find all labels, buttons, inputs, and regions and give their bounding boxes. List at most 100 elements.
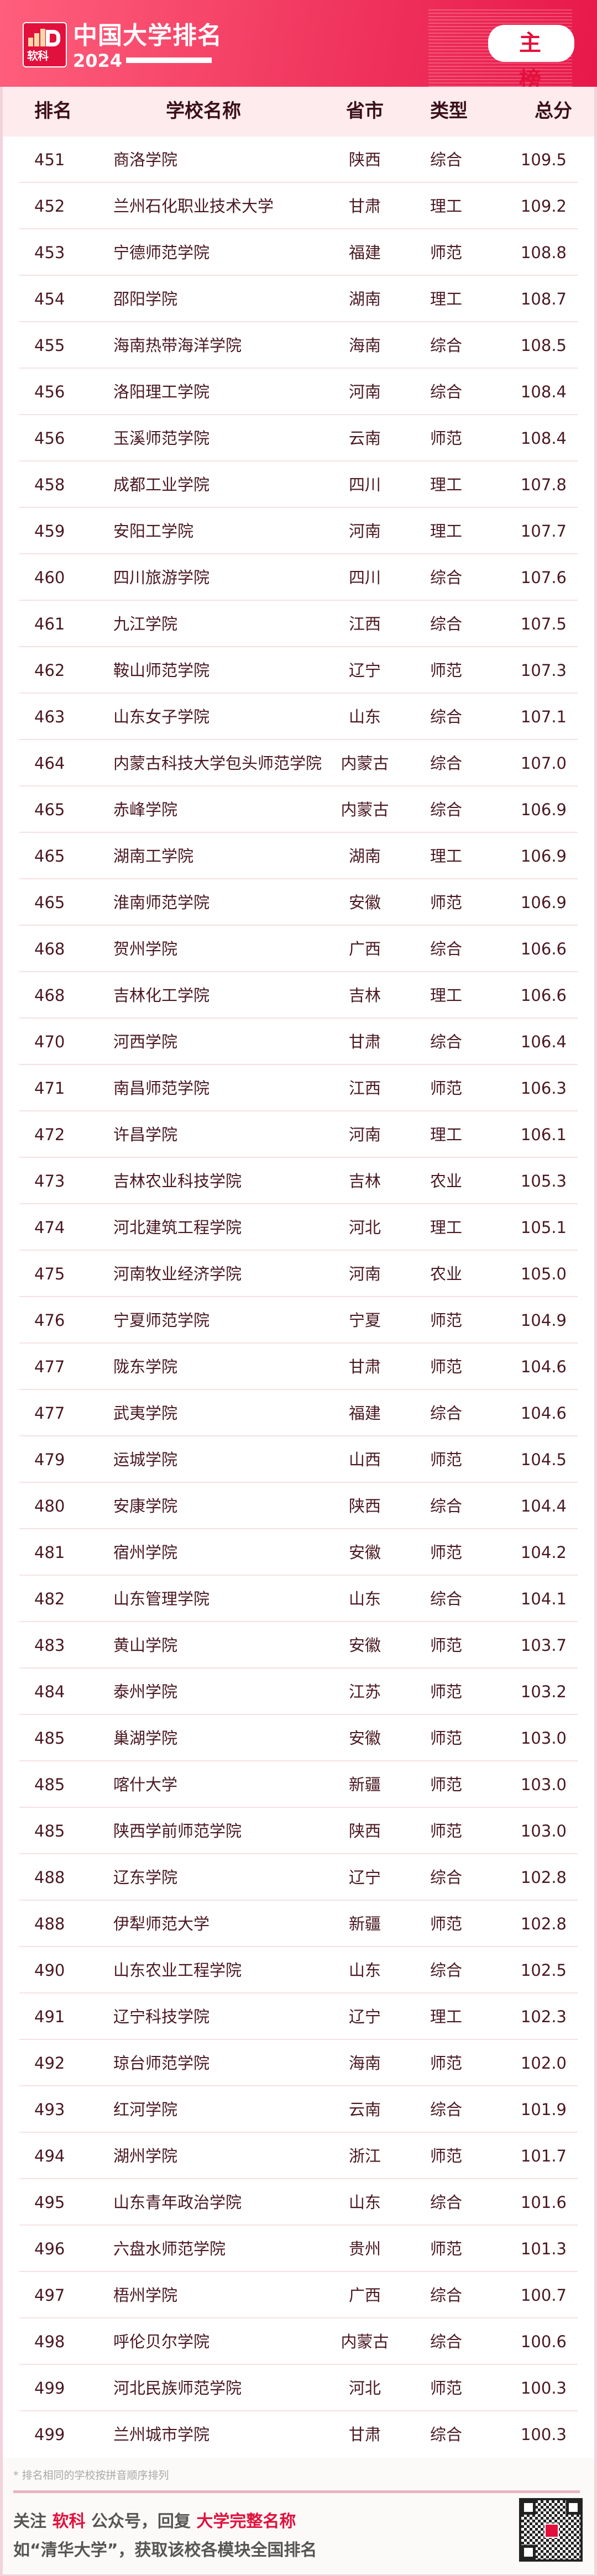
- cell-province: 河北: [348, 2379, 381, 2397]
- cell-province: 福建: [348, 243, 381, 262]
- table-row: 456 玉溪师范学院 云南 师范 108.4: [3, 415, 594, 461]
- cell-type: 农业: [430, 1172, 463, 1190]
- cell-rank: 488: [34, 1914, 65, 1933]
- cell-school-name: 喀什大学: [113, 1775, 178, 1794]
- cell-rank: 463: [34, 707, 65, 726]
- cell-type: 师范: [430, 2147, 463, 2165]
- cell-province: 湖南: [348, 290, 381, 308]
- cell-rank: 452: [34, 197, 65, 216]
- cell-rank: 476: [34, 1311, 65, 1330]
- cell-province: 陕西: [348, 150, 381, 169]
- cell-rank: 494: [34, 2147, 65, 2165]
- cell-rank: 455: [34, 336, 65, 355]
- cell-rank: 465: [34, 893, 65, 912]
- cell-province: 福建: [348, 1404, 381, 1423]
- table-row: 455 海南热带海洋学院 海南 综合 108.5: [3, 322, 594, 369]
- cell-province: 浙江: [348, 2147, 381, 2165]
- cell-school-name: 贺州学院: [113, 940, 178, 958]
- table-row: 459 安阳工学院 河南 理工 107.7: [3, 508, 594, 554]
- cell-province: 甘肃: [348, 2425, 381, 2444]
- table-row: 463 山东女子学院 山东 综合 107.1: [3, 694, 594, 740]
- cell-type: 师范: [430, 1357, 463, 1376]
- cell-school-name: 红河学院: [113, 2100, 178, 2119]
- table-row: 454 邵阳学院 湖南 理工 108.7: [3, 276, 594, 322]
- cell-type: 师范: [430, 893, 463, 912]
- cell-score: 107.5: [520, 615, 567, 633]
- cell-rank: 456: [34, 429, 65, 448]
- cell-type: 综合: [430, 1497, 463, 1515]
- cell-province: 山东: [348, 707, 381, 726]
- table-row: 488 辽东学院 辽宁 综合 102.8: [3, 1854, 594, 1901]
- cell-rank: 485: [34, 1822, 65, 1840]
- table-row: 465 淮南师范学院 安徽 师范 106.9: [3, 879, 594, 926]
- cell-province: 甘肃: [348, 197, 381, 216]
- cell-rank: 485: [34, 1729, 65, 1748]
- table-row: 471 南昌师范学院 江西 师范 106.3: [3, 1065, 594, 1111]
- cell-school-name: 河南牧业经济学院: [113, 1265, 242, 1283]
- cell-type: 师范: [430, 243, 463, 262]
- table-row: 482 山东管理学院 山东 综合 104.1: [3, 1576, 594, 1622]
- cell-score: 106.9: [520, 893, 567, 912]
- table-row: 465 赤峰学院 内蒙古 综合 106.9: [3, 786, 594, 833]
- table-row: 479 运城学院 山西 师范 104.5: [3, 1436, 594, 1483]
- table-row: 496 六盘水师范学院 贵州 师范 101.3: [3, 2226, 594, 2272]
- cell-rank: 498: [34, 2332, 65, 2351]
- cell-type: 综合: [430, 707, 463, 726]
- cell-province: 河南: [348, 1125, 381, 1144]
- cell-score: 107.8: [520, 475, 567, 494]
- column-header-score: 总分: [535, 100, 572, 122]
- cell-type: 师范: [430, 1682, 463, 1701]
- cell-score: 108.4: [520, 429, 567, 448]
- cell-score: 107.7: [520, 522, 567, 541]
- cell-school-name: 琼台师范学院: [113, 2054, 210, 2073]
- cell-score: 100.7: [520, 2286, 567, 2305]
- table-row: 458 成都工业学院 四川 理工 107.8: [3, 461, 594, 508]
- cell-school-name: 山东女子学院: [113, 707, 210, 726]
- cell-score: 106.9: [520, 847, 567, 865]
- cell-province: 广西: [348, 940, 381, 958]
- cell-rank: 454: [34, 290, 65, 308]
- column-header-rank: 排名: [34, 100, 72, 122]
- cell-school-name: 赤峰学院: [113, 800, 178, 819]
- cell-type: 综合: [430, 382, 463, 401]
- cell-school-name: 河北民族师范学院: [113, 2379, 242, 2397]
- cell-school-name: 辽宁科技学院: [113, 2007, 210, 2026]
- table-row: 452 兰州石化职业技术大学 甘肃 理工 109.2: [3, 183, 594, 229]
- cell-rank: 493: [34, 2100, 65, 2119]
- cell-school-name: 山东青年政治学院: [113, 2193, 242, 2212]
- table-row: 472 许昌学院 河南 理工 106.1: [3, 1111, 594, 1158]
- cell-rank: 491: [34, 2007, 65, 2026]
- cell-province: 宁夏: [348, 1311, 381, 1330]
- cell-type: 综合: [430, 2100, 463, 2119]
- cell-school-name: 吉林化工学院: [113, 986, 210, 1005]
- cell-province: 江西: [348, 1079, 381, 1098]
- cell-score: 102.3: [520, 2007, 567, 2026]
- cell-province: 辽宁: [348, 661, 381, 680]
- cell-province: 四川: [348, 568, 381, 587]
- cell-school-name: 淮南师范学院: [113, 893, 210, 912]
- cell-score: 105.3: [520, 1172, 567, 1190]
- cell-rank: 480: [34, 1497, 65, 1515]
- cell-rank: 470: [34, 1032, 65, 1051]
- table-header: 排名 学校名称 省市 类型 总分: [3, 87, 594, 137]
- table-row: 474 河北建筑工程学院 河北 理工 105.1: [3, 1204, 594, 1251]
- ranking-table: 排名 学校名称 省市 类型 总分 451 商洛学院 陕西 综合 109.5 452 兰州石化…: [3, 87, 594, 2458]
- cell-score: 102.8: [520, 1868, 567, 1887]
- cell-rank: 460: [34, 568, 65, 587]
- cta-text: 关注: [13, 2512, 46, 2531]
- cell-type: 师范: [430, 1729, 463, 1748]
- table-body: 451 商洛学院 陕西 综合 109.5 452 兰州石化职业技术大学 甘肃 理工 109.2 45…: [3, 137, 594, 2458]
- cell-province: 河南: [348, 382, 381, 401]
- cell-school-name: 辽东学院: [113, 1868, 178, 1887]
- cell-school-name: 四川旅游学院: [113, 568, 210, 587]
- cell-score: 109.5: [520, 150, 567, 169]
- cell-rank: 471: [34, 1079, 65, 1098]
- cell-school-name: 九江学院: [113, 615, 178, 633]
- divider: [126, 57, 212, 63]
- cell-type: 师范: [430, 1079, 463, 1098]
- column-header-type: 类型: [430, 100, 468, 122]
- cell-score: 102.8: [520, 1914, 567, 1933]
- qr-code[interactable]: [519, 2498, 583, 2562]
- cell-type: 理工: [430, 475, 463, 494]
- cell-province: 湖南: [348, 847, 381, 865]
